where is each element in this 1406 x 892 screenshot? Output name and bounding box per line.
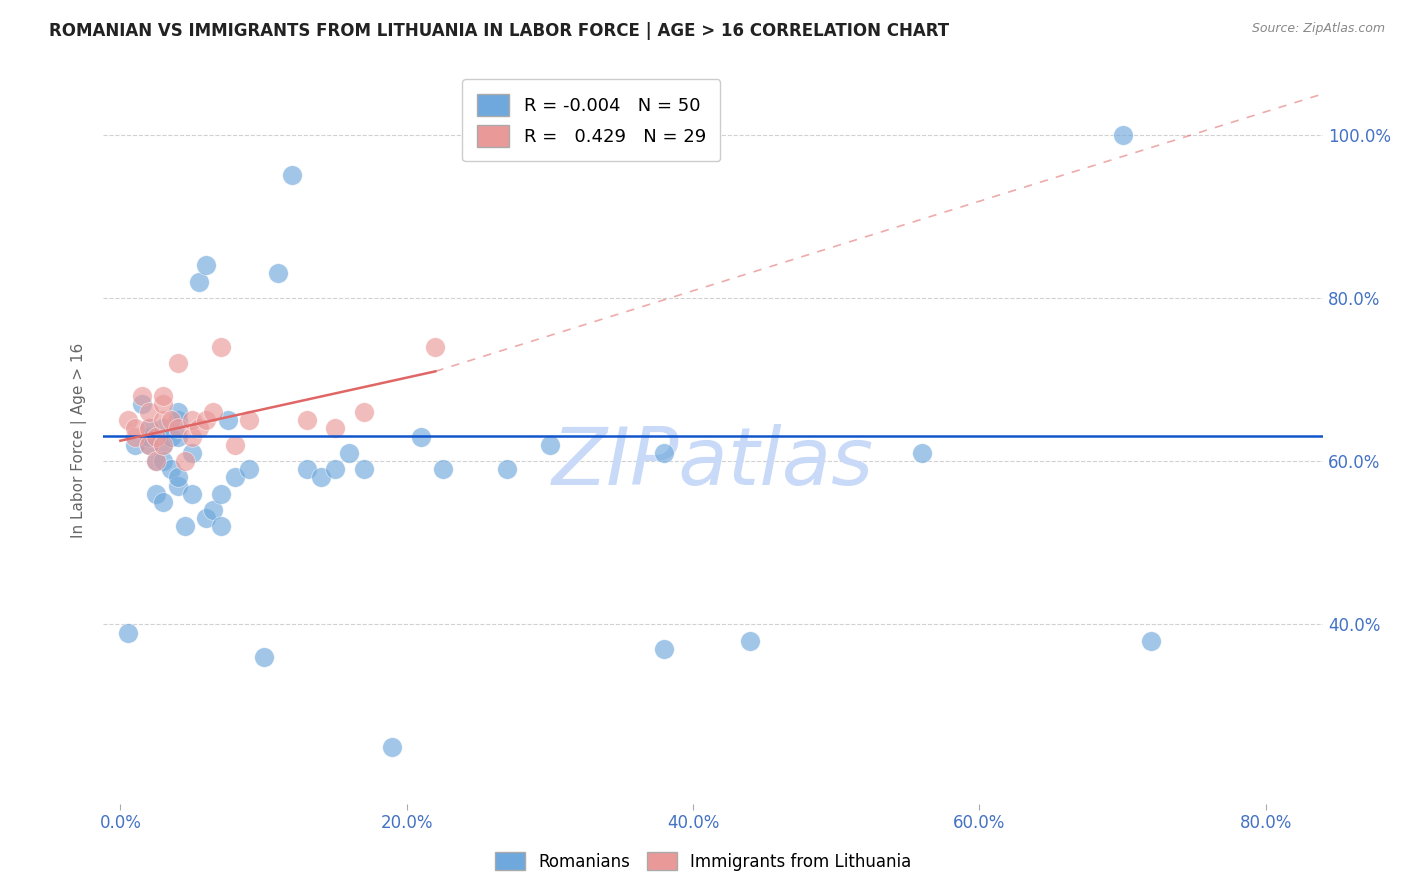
Point xyxy=(124,438,146,452)
Point xyxy=(117,413,139,427)
Point xyxy=(188,421,211,435)
Text: ROMANIAN VS IMMIGRANTS FROM LITHUANIA IN LABOR FORCE | AGE > 16 CORRELATION CHAR: ROMANIAN VS IMMIGRANTS FROM LITHUANIA IN… xyxy=(49,22,949,40)
Point xyxy=(740,633,762,648)
Point xyxy=(538,438,561,452)
Point xyxy=(353,405,375,419)
Point xyxy=(131,397,153,411)
Point xyxy=(166,356,188,370)
Point xyxy=(138,438,160,452)
Point xyxy=(224,470,246,484)
Point xyxy=(323,462,346,476)
Point xyxy=(202,503,225,517)
Point xyxy=(138,405,160,419)
Point xyxy=(145,429,167,443)
Point xyxy=(181,413,204,427)
Point xyxy=(432,462,454,476)
Point xyxy=(166,429,188,443)
Point xyxy=(195,258,218,272)
Point xyxy=(209,487,232,501)
Point xyxy=(166,405,188,419)
Point xyxy=(152,495,174,509)
Point xyxy=(181,487,204,501)
Point xyxy=(409,429,432,443)
Point xyxy=(209,519,232,533)
Point xyxy=(238,413,260,427)
Point xyxy=(173,454,195,468)
Point xyxy=(152,413,174,427)
Point xyxy=(209,340,232,354)
Point xyxy=(166,413,188,427)
Point xyxy=(202,405,225,419)
Point xyxy=(381,739,404,754)
Point xyxy=(309,470,332,484)
Point xyxy=(124,429,146,443)
Point xyxy=(138,429,160,443)
Point xyxy=(117,625,139,640)
Point xyxy=(654,641,676,656)
Point xyxy=(138,421,160,435)
Point xyxy=(496,462,519,476)
Point xyxy=(138,421,160,435)
Point xyxy=(181,446,204,460)
Y-axis label: In Labor Force | Age > 16: In Labor Force | Age > 16 xyxy=(72,343,87,539)
Point xyxy=(267,266,290,280)
Point xyxy=(159,462,181,476)
Point xyxy=(152,397,174,411)
Point xyxy=(425,340,447,354)
Point xyxy=(159,429,181,443)
Point xyxy=(166,478,188,492)
Point xyxy=(152,389,174,403)
Point xyxy=(295,462,318,476)
Point xyxy=(188,275,211,289)
Legend: Romanians, Immigrants from Lithuania: Romanians, Immigrants from Lithuania xyxy=(486,844,920,880)
Point xyxy=(152,421,174,435)
Point xyxy=(152,438,174,452)
Point xyxy=(166,421,188,435)
Point xyxy=(145,454,167,468)
Point xyxy=(195,413,218,427)
Point xyxy=(138,438,160,452)
Point xyxy=(195,511,218,525)
Point xyxy=(166,470,188,484)
Point xyxy=(281,169,304,183)
Text: Source: ZipAtlas.com: Source: ZipAtlas.com xyxy=(1251,22,1385,36)
Text: ZIPatlas: ZIPatlas xyxy=(553,424,875,501)
Point xyxy=(252,650,274,665)
Point xyxy=(1140,633,1163,648)
Point xyxy=(295,413,318,427)
Point xyxy=(124,421,146,435)
Point xyxy=(353,462,375,476)
Point xyxy=(217,413,239,427)
Point xyxy=(181,429,204,443)
Point xyxy=(911,446,934,460)
Point xyxy=(1111,128,1133,142)
Point xyxy=(238,462,260,476)
Point xyxy=(145,487,167,501)
Point xyxy=(131,389,153,403)
Point xyxy=(152,438,174,452)
Point xyxy=(323,421,346,435)
Point xyxy=(173,519,195,533)
Point xyxy=(339,446,361,460)
Point xyxy=(152,454,174,468)
Point xyxy=(654,446,676,460)
Point xyxy=(159,413,181,427)
Legend: R = -0.004   N = 50, R =   0.429   N = 29: R = -0.004 N = 50, R = 0.429 N = 29 xyxy=(463,79,720,161)
Point xyxy=(224,438,246,452)
Point xyxy=(145,454,167,468)
